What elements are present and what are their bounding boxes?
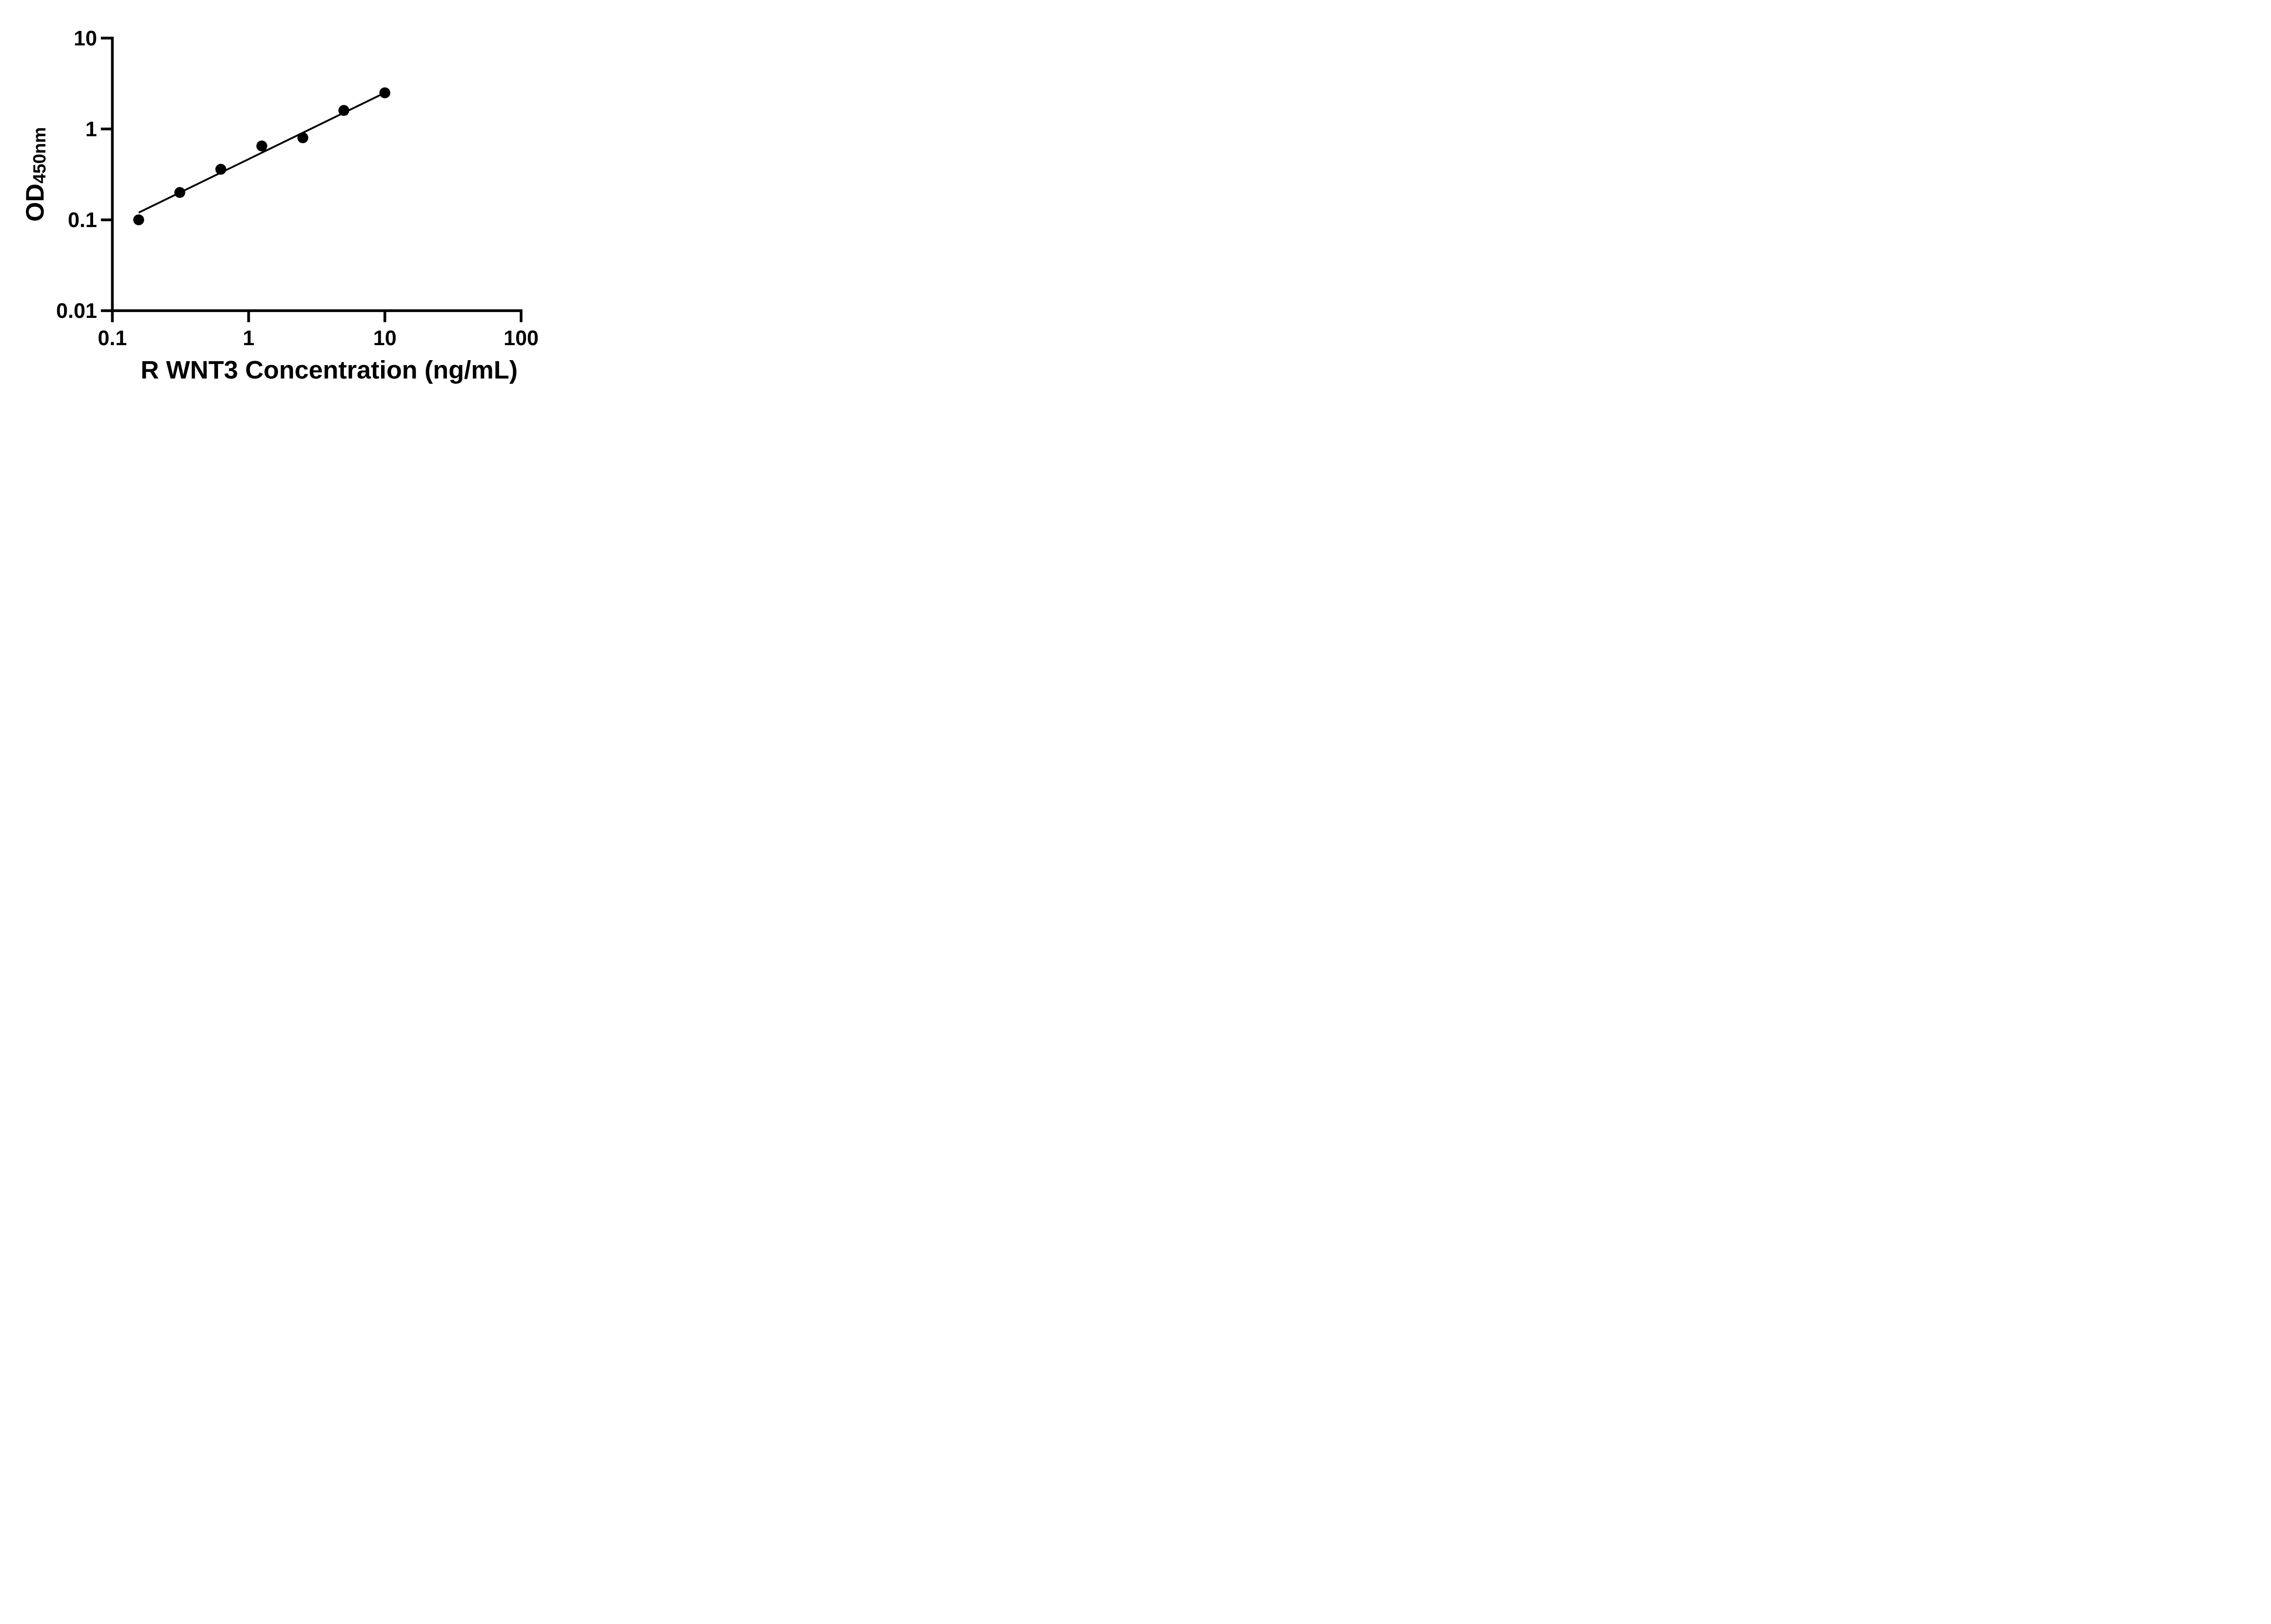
- data-point: [297, 132, 308, 144]
- y-tick-label: 10: [74, 26, 97, 50]
- y-axis-title: OD450nm: [20, 127, 50, 222]
- x-axis-title: R WNT3 Concentration (ng/mL): [141, 355, 518, 384]
- label-layer: R WNT3 Concentration (ng/mL) OD450nm: [20, 127, 518, 384]
- x-tick-label: 0.1: [98, 326, 127, 350]
- data-point: [256, 140, 268, 152]
- y-tick-label: 0.01: [56, 299, 97, 322]
- elisa-standard-curve-figure: 10 1 0.1 0.01 0.1 1 10 100 R WNT3 Concentration…: [0, 0, 584, 406]
- data-point: [133, 214, 144, 226]
- data-point: [215, 163, 227, 175]
- data-point: [338, 105, 350, 116]
- page-background: 10 1 0.1 0.01 0.1 1 10 100 R WNT3 Concentration…: [0, 0, 584, 406]
- plot-layer: [133, 87, 391, 226]
- x-tick-label: 1: [243, 326, 255, 350]
- x-tick-label: 10: [373, 326, 397, 350]
- y-tick-label: 0.1: [68, 208, 97, 232]
- data-point: [174, 187, 185, 198]
- x-tick-label: 100: [504, 326, 539, 350]
- y-tick-label: 1: [85, 117, 97, 141]
- data-point: [379, 87, 391, 99]
